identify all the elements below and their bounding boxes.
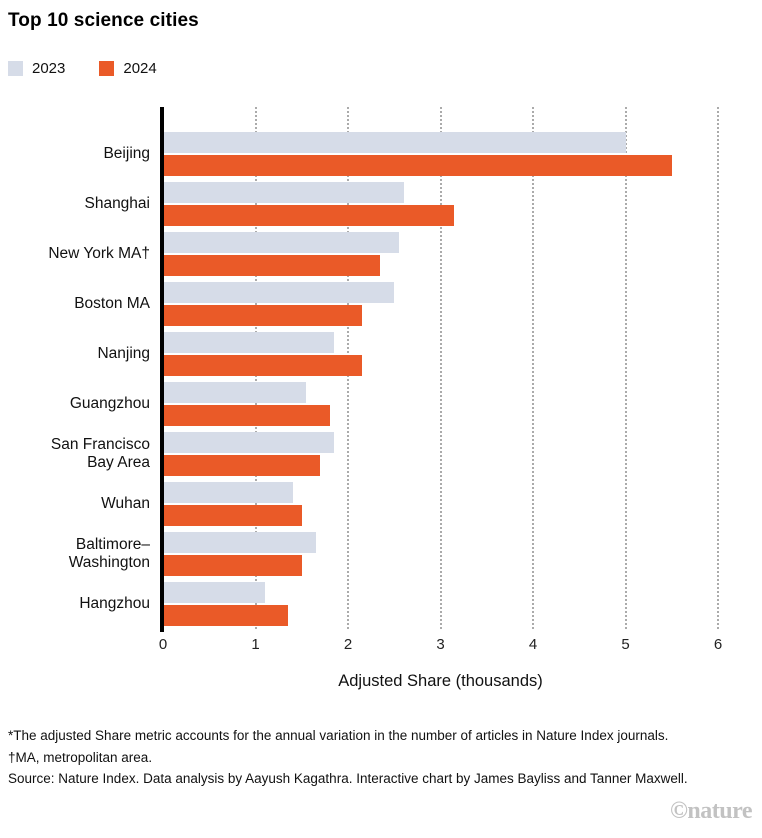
x-tick-label: 3 <box>436 636 445 653</box>
y-axis-line <box>160 107 164 632</box>
x-tick-label: 4 <box>528 636 538 653</box>
footnote-ma: †MA, metropolitan area. <box>8 749 153 765</box>
legend: 2023 2024 <box>8 60 754 77</box>
footnotes: *The adjusted Share metric accounts for … <box>8 725 754 790</box>
bar-group <box>163 182 718 226</box>
bar-2024 <box>163 455 321 476</box>
gridline <box>717 107 719 629</box>
chart-row: San Francisco Bay Area <box>8 429 718 479</box>
legend-item-2023: 2023 <box>8 60 65 77</box>
bar-group <box>163 582 718 626</box>
bar-2024 <box>163 405 330 426</box>
x-tick-label: 6 <box>713 636 723 653</box>
bar-2024 <box>163 305 362 326</box>
category-label: Boston MA <box>74 294 150 312</box>
bar-2023 <box>163 182 404 203</box>
legend-label-2024: 2024 <box>123 60 157 77</box>
bar-2023 <box>163 482 293 503</box>
nature-watermark: ©nature <box>670 797 753 824</box>
x-ticks: 0 1 2 3 4 5 6 <box>159 636 722 660</box>
bar-2024 <box>163 505 302 526</box>
bar-2023 <box>163 432 335 453</box>
footnote-source: Source: Nature Index. Data analysis by A… <box>8 771 688 787</box>
bar-2023 <box>163 332 335 353</box>
bar-group <box>163 332 718 376</box>
x-axis-label: Adjusted Share (thousands) <box>338 672 543 690</box>
chart-row: Shanghai <box>8 179 718 229</box>
category-label: Hangzhou <box>79 594 150 612</box>
bar-2024 <box>163 605 288 626</box>
bar-group <box>163 482 718 526</box>
footnote-adjusted-share: *The adjusted Share metric accounts for … <box>8 728 669 743</box>
bar-2023 <box>163 232 399 253</box>
bar-group <box>163 282 718 326</box>
gridline <box>624 107 627 629</box>
plot-rows: Beijing Shanghai New York MA† Boston MA Nanj… <box>8 107 718 629</box>
bar-group <box>163 532 718 576</box>
category-label: Nanjing <box>97 344 150 362</box>
chart-row: Boston MA <box>8 279 718 329</box>
x-tick-label: 5 <box>621 636 630 653</box>
category-label: Baltimore– Washington <box>68 535 150 571</box>
category-label: New York MA† <box>48 244 150 262</box>
category-label: Guangzhou <box>69 394 150 412</box>
page-title: Top 10 science cities <box>8 10 199 31</box>
bar-2023 <box>163 532 316 553</box>
legend-label-2023: 2023 <box>32 60 66 77</box>
bar-2024 <box>163 555 302 576</box>
bar-group <box>163 432 718 476</box>
bar-2023 <box>163 132 626 153</box>
bar-chart: Beijing Shanghai New York MA† Boston MA Nanj… <box>8 107 754 691</box>
legend-item-2024: 2024 <box>99 60 157 77</box>
bar-2023 <box>163 382 307 403</box>
gridline <box>439 107 442 629</box>
bar-2024 <box>163 355 362 376</box>
bar-2023 <box>163 582 265 603</box>
chart-row: Wuhan <box>8 479 718 529</box>
x-tick-label: 2 <box>343 636 353 653</box>
bar-2024 <box>163 155 672 176</box>
chart-body: Beijing Shanghai New York MA† Boston MA Nanj… <box>8 107 719 632</box>
bar-group <box>163 132 718 176</box>
chart-row: Hangzhou <box>8 579 718 629</box>
bar-2023 <box>163 282 395 303</box>
bar-group <box>163 382 718 426</box>
bar-2024 <box>163 255 381 276</box>
bar-group <box>163 232 718 276</box>
x-tick-label: 1 <box>251 636 260 653</box>
chart-row: Baltimore– Washington <box>8 529 718 579</box>
chart-row: Beijing <box>8 129 718 179</box>
x-tick-label: 0 <box>158 636 168 653</box>
category-label: Shanghai <box>84 194 150 212</box>
chart-row: Nanjing <box>8 329 718 379</box>
legend-swatch-2024-icon <box>99 61 115 76</box>
category-label: Wuhan <box>101 494 150 512</box>
legend-swatch-2023-icon <box>8 61 23 76</box>
category-label: San Francisco Bay Area <box>50 435 150 471</box>
category-label: Beijing <box>103 144 150 162</box>
gridline <box>532 107 534 629</box>
chart-row: Guangzhou <box>8 379 718 429</box>
bar-2024 <box>163 205 455 226</box>
chart-row: New York MA† <box>8 229 718 279</box>
